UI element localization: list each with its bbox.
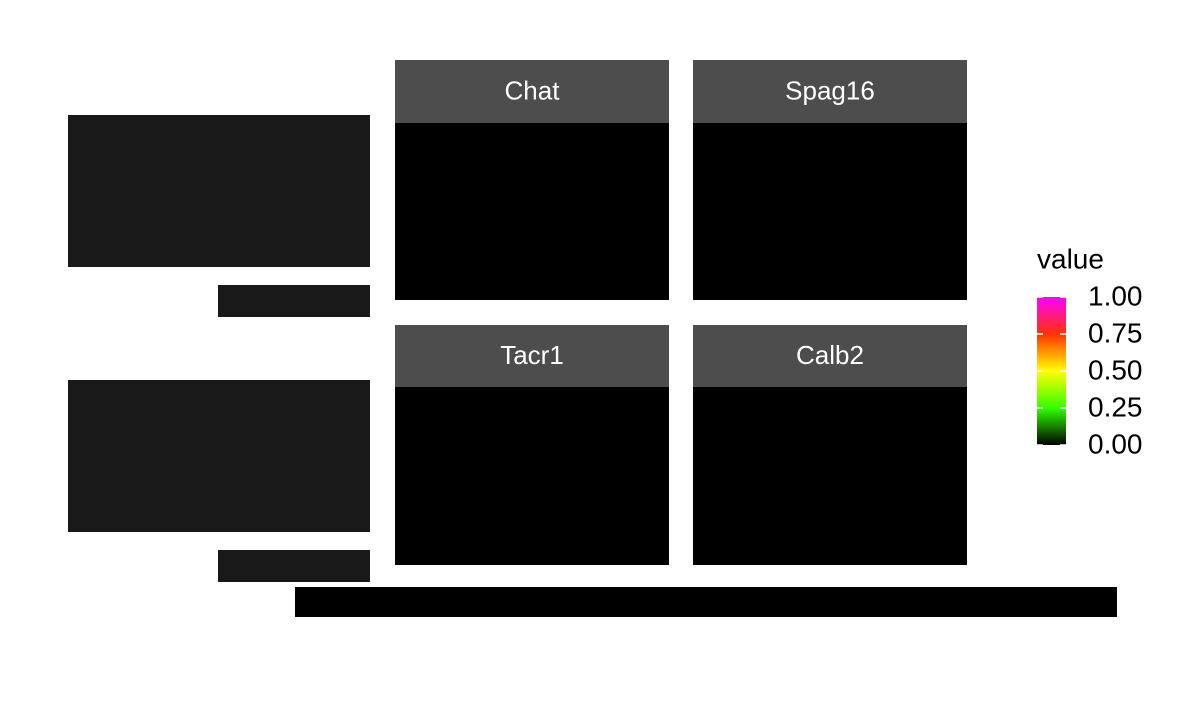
facet-panel <box>693 123 967 300</box>
facet-panel <box>693 387 967 565</box>
legend-tick-label: 1.00 <box>1088 280 1143 311</box>
legend-tick-label: 0.50 <box>1088 354 1143 385</box>
legend-tick-label: 0.00 <box>1088 428 1143 459</box>
legend-tick-label: 0.75 <box>1088 317 1143 348</box>
facet-panel <box>395 387 669 565</box>
x-label-blob <box>295 587 1117 617</box>
legend-tick-label: 0.25 <box>1088 391 1143 422</box>
y-label-blob <box>218 285 370 317</box>
facet-title: Spag16 <box>785 75 875 105</box>
y-label-blob <box>68 380 370 532</box>
facet-strip <box>693 325 967 387</box>
garbled-axis-labels <box>68 115 1117 617</box>
facet-title: Calb2 <box>796 340 864 370</box>
facet-title: Chat <box>505 75 561 105</box>
facet-title: Tacr1 <box>500 340 564 370</box>
facet-strip <box>395 60 669 123</box>
y-label-blob <box>68 115 370 267</box>
legend-title: value <box>1037 243 1104 274</box>
facet-panel <box>395 123 669 300</box>
y-label-blob <box>218 550 370 582</box>
facet-strip <box>395 325 669 387</box>
facet-strip <box>693 60 967 123</box>
